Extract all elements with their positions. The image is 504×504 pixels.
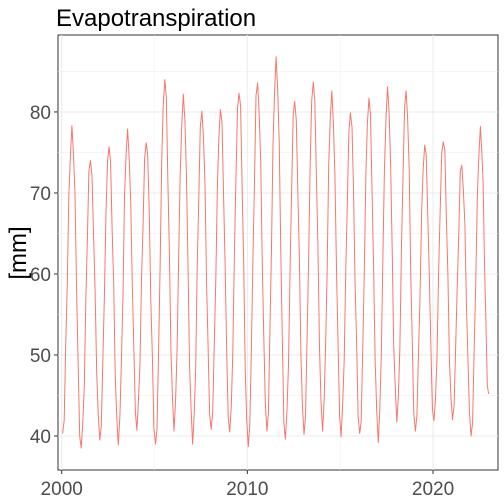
- y-tick-label: 60: [30, 265, 51, 286]
- x-tick-label: 2020: [412, 479, 454, 500]
- y-tick-label: 50: [30, 346, 51, 367]
- x-tick-label: 2000: [41, 479, 83, 500]
- chart-title: Evapotranspiration: [56, 5, 256, 32]
- x-axis: 2000 2010 2020: [41, 470, 454, 500]
- y-tick-label: 70: [30, 184, 51, 205]
- y-tick-label: 40: [30, 427, 51, 448]
- x-tick-label: 2010: [226, 479, 268, 500]
- series-line: [62, 56, 490, 449]
- series-layer: [62, 56, 490, 449]
- y-axis-title: [mm]: [5, 226, 32, 279]
- y-axis: 40 50 60 70 80: [30, 103, 58, 448]
- y-tick-label: 80: [30, 103, 51, 124]
